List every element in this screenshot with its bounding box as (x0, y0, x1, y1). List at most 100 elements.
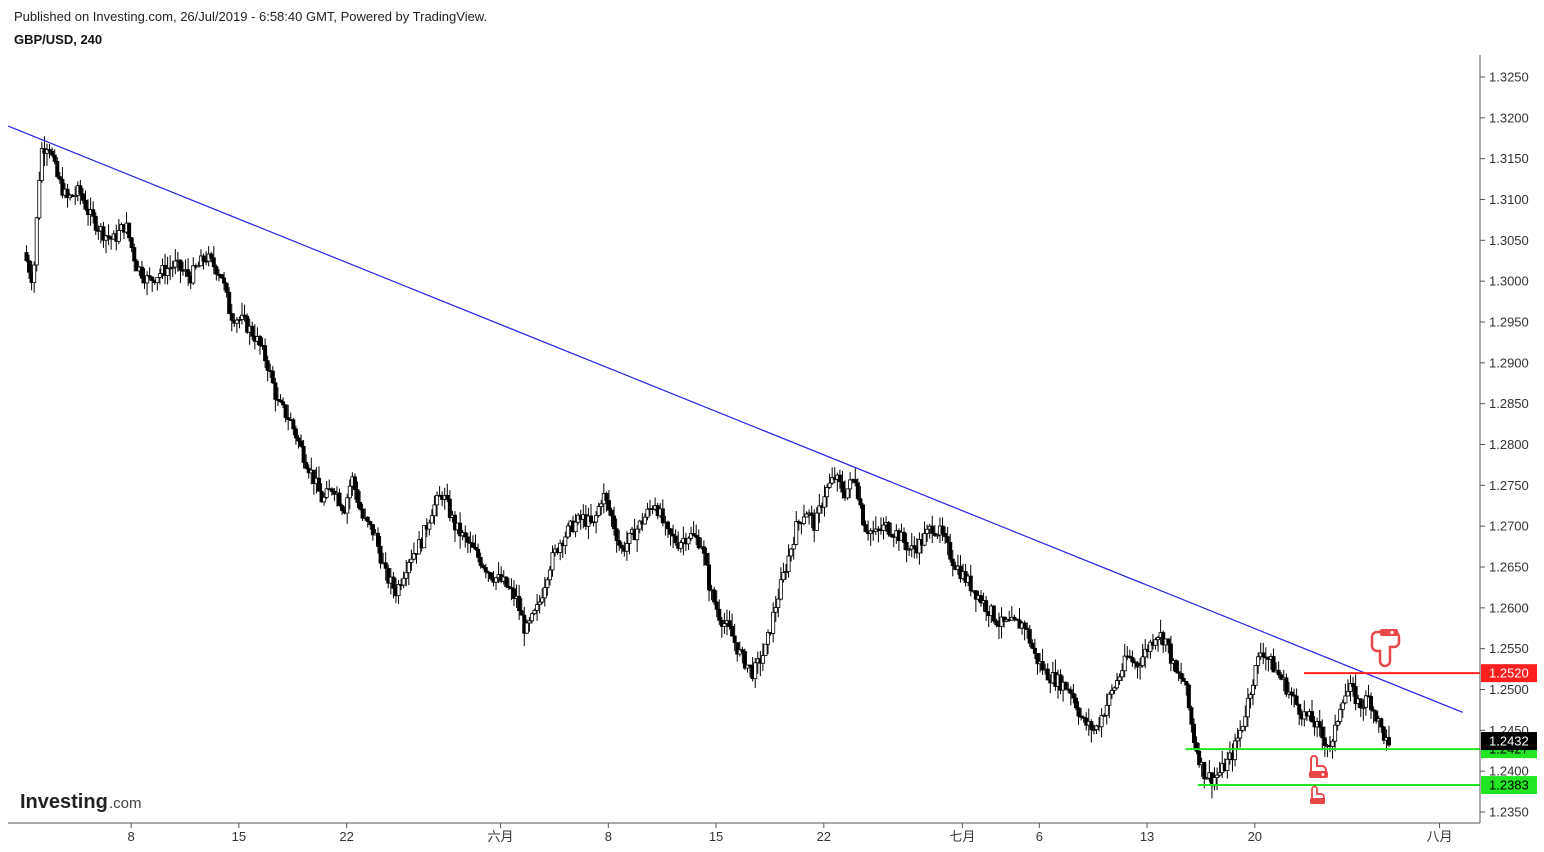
candle-body (712, 589, 717, 603)
candle-body (1148, 641, 1153, 652)
candle-body (1297, 704, 1302, 715)
x-tick-label: 六月 (488, 829, 514, 844)
candle-body (550, 552, 555, 571)
candle-body (1320, 726, 1325, 739)
candle-body (1063, 681, 1068, 690)
y-tick-label: 1.3200 (1489, 110, 1529, 125)
candle-body (745, 664, 750, 669)
candle-body (606, 500, 611, 511)
candle-body (701, 546, 706, 554)
candle-body (881, 524, 886, 531)
candle-body (1030, 642, 1035, 649)
candle-body (771, 611, 776, 634)
candle-body (283, 404, 288, 419)
candle-body (886, 521, 891, 535)
candle-body (837, 474, 842, 483)
candle-body (1094, 725, 1099, 730)
x-tick-label: 15 (709, 829, 723, 844)
candle-body (860, 504, 865, 526)
candle-body (1079, 715, 1084, 718)
candle-body (257, 336, 262, 346)
candle-body (1217, 772, 1222, 776)
candle-body (940, 525, 945, 534)
candle-body (766, 632, 771, 645)
candle-body (1153, 639, 1158, 646)
candle-body (540, 597, 545, 603)
candle-body (694, 534, 699, 538)
candle-body (1361, 706, 1366, 709)
candle-body (1104, 704, 1109, 716)
candle-body (1240, 725, 1245, 731)
candle-body (219, 274, 224, 279)
candle-body (1351, 683, 1356, 687)
candle-body (1127, 655, 1132, 658)
resistance-price-label: 1.2520 (1489, 666, 1529, 681)
candle-body (950, 558, 955, 567)
candle-body (265, 360, 270, 371)
candle-body (596, 506, 601, 516)
y-tick-label: 1.3250 (1489, 70, 1529, 85)
candle-body (627, 532, 632, 544)
candle-body (273, 382, 278, 400)
candle-body (509, 587, 514, 590)
candle-body (532, 609, 537, 615)
candle-body (855, 482, 860, 500)
candle-body (157, 273, 162, 278)
candle-body (24, 252, 29, 262)
candle-body (1253, 665, 1258, 686)
candle-body (809, 512, 814, 516)
candle-body (912, 545, 917, 549)
candle-body (689, 533, 694, 539)
candle-body (863, 524, 868, 533)
candle-body (1345, 691, 1350, 697)
candle-body (935, 534, 940, 537)
candle-body (925, 528, 930, 534)
candle-body (1073, 697, 1078, 709)
candle-body (535, 604, 540, 611)
candle-body (39, 148, 44, 181)
candle-body (1292, 694, 1297, 697)
candle-body (707, 564, 712, 591)
candle-body (311, 469, 316, 484)
candle-body (355, 489, 360, 503)
y-tick-label: 1.2550 (1489, 641, 1529, 656)
candle-body (165, 268, 170, 276)
candle-body (1045, 668, 1050, 681)
candle-body (50, 150, 55, 156)
candle-body (1071, 693, 1076, 699)
candle-body (83, 199, 88, 210)
candle-body (783, 571, 788, 574)
candle-body (1143, 648, 1148, 658)
candle-body (301, 445, 306, 463)
candle-body (340, 505, 345, 511)
candle-body (1189, 707, 1194, 725)
candle-body (789, 548, 794, 557)
descending-trendline (7, 125, 1463, 713)
candle-body (1233, 740, 1238, 761)
candle-body (47, 149, 52, 152)
candle-body (599, 503, 604, 507)
candle-body (476, 548, 481, 558)
candle-body (78, 185, 83, 195)
candle-body (1130, 656, 1135, 663)
candle-body (1330, 740, 1335, 747)
candle-body (563, 536, 568, 546)
annotation-lines-layer (7, 125, 1480, 787)
candle-body (65, 188, 70, 199)
x-tick-label: 22 (817, 829, 831, 844)
candle-body (604, 493, 609, 501)
candle-body (527, 620, 532, 624)
candle-body (791, 544, 796, 550)
candle-body (106, 235, 111, 238)
candle-body (773, 607, 778, 613)
candle-body (37, 180, 42, 219)
candle-body (922, 533, 927, 546)
candle-body (73, 194, 78, 197)
candle-body (245, 315, 250, 333)
candle-body (1120, 670, 1125, 678)
candle-body (337, 492, 342, 506)
candle-body (465, 536, 470, 543)
candle-body (370, 524, 375, 536)
candle-body (1279, 674, 1284, 680)
